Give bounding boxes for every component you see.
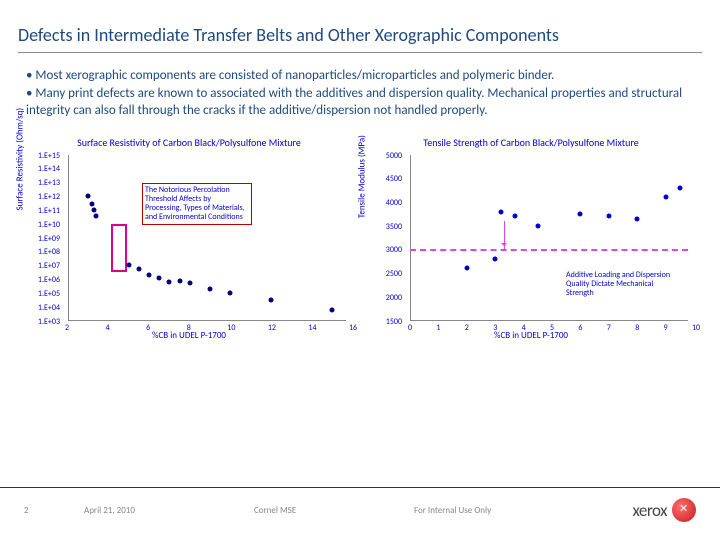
data-point (167, 279, 172, 284)
data-point (329, 307, 334, 312)
data-point (187, 281, 192, 286)
xtick: 2 (465, 323, 469, 333)
y-axis (68, 155, 69, 321)
ytick: 1.E+13 (38, 178, 60, 188)
xtick: 2 (65, 323, 69, 333)
xtick: 1 (436, 323, 440, 333)
chart-right-title: Tensile Strength of Carbon Black/Polysul… (364, 136, 698, 149)
chart-right-ylabel: Tensile Modulus (MPa) (357, 135, 368, 218)
xtick: 6 (578, 323, 582, 333)
data-point (137, 267, 142, 272)
data-point (635, 216, 640, 221)
ytick: 3000 (386, 245, 402, 255)
page-title: Defects in Intermediate Transfer Belts a… (18, 24, 702, 53)
footer: 2 April 21, 2010 Cornel MSE For Internal… (0, 487, 720, 522)
data-point (606, 214, 611, 219)
data-point (90, 202, 95, 207)
footer-location: Cornel MSE (254, 505, 414, 516)
data-point (208, 286, 213, 291)
data-point (464, 266, 469, 271)
chart-left: Surface Resistivity of Carbon Black/Poly… (22, 136, 356, 361)
data-point (94, 213, 99, 218)
ytick: 1.E+12 (38, 192, 60, 202)
ytick: 2000 (386, 293, 402, 303)
body-text: • Most xerographic components are consis… (18, 67, 702, 120)
data-point (535, 223, 540, 228)
data-point (157, 275, 162, 280)
ytick: 1.E+03 (38, 317, 60, 327)
xtick: 9 (664, 323, 668, 333)
threshold-line (410, 249, 688, 251)
logo: xerox (632, 498, 696, 522)
ytick: 2500 (386, 269, 402, 279)
x-axis (68, 320, 346, 321)
ytick: 3500 (386, 222, 402, 232)
ytick: 1.E+08 (38, 247, 60, 257)
ytick: 1.E+15 (38, 151, 60, 161)
ytick: 4500 (386, 174, 402, 184)
chart-right-xlabel: %CB in UDEL P-1700 (494, 330, 568, 341)
xtick: 14 (308, 323, 316, 333)
ytick: 1.E+11 (38, 206, 60, 216)
bullet-2: • Many print defects are known to associ… (26, 85, 694, 120)
data-point (268, 297, 273, 302)
logo-ball-icon (672, 498, 696, 522)
ytick: 1500 (386, 317, 402, 327)
data-point (177, 278, 182, 283)
xtick: 8 (187, 323, 191, 333)
bullet-1: • Most xerographic components are consis… (26, 67, 694, 85)
data-point (86, 194, 91, 199)
page-number: 2 (24, 505, 84, 516)
chart-left-plot: Surface Resistivity (Ohm/sq) %CB in UDEL… (22, 151, 356, 341)
xtick: 12 (268, 323, 276, 333)
footer-date: April 21, 2010 (84, 505, 254, 516)
data-point (126, 263, 131, 268)
xtick: 7 (607, 323, 611, 333)
ytick: 1.E+04 (38, 303, 60, 313)
data-point (663, 195, 668, 200)
data-point (493, 256, 498, 261)
ytick: 1.E+09 (38, 234, 60, 244)
x-axis (410, 320, 688, 321)
xtick: 10 (227, 323, 235, 333)
chart-right-annotation: Additive Loading and Dispersion Quality … (564, 269, 684, 301)
ytick: 1.E+14 (38, 164, 60, 174)
chart-right-plot: Tensile Modulus (MPa) %CB in UDEL P-1700… (364, 151, 698, 341)
chart-left-ylabel: Surface Resistivity (Ohm/sq) (15, 108, 26, 211)
xtick: 8 (635, 323, 639, 333)
data-point (677, 185, 682, 190)
footer-internal: For Internal Use Only (414, 505, 574, 516)
xtick: 4 (106, 323, 110, 333)
charts-row: Surface Resistivity of Carbon Black/Poly… (18, 136, 702, 361)
xtick: 6 (146, 323, 150, 333)
data-point (92, 207, 97, 212)
data-point (578, 211, 583, 216)
ytick: 1.E+10 (38, 220, 60, 230)
xtick: 16 (349, 323, 357, 333)
data-point (228, 290, 233, 295)
xtick: 0 (408, 323, 412, 333)
chart-left-annotation: The Notorious Percolation Threshold Affe… (142, 183, 252, 226)
data-point (498, 209, 503, 214)
xtick: 5 (550, 323, 554, 333)
xtick: 10 (692, 323, 700, 333)
ytick: 4000 (386, 198, 402, 208)
ytick: 5000 (386, 151, 402, 161)
chart-left-title: Surface Resistivity of Carbon Black/Poly… (22, 136, 356, 149)
ytick: 1.E+06 (38, 275, 60, 285)
data-point (513, 214, 518, 219)
chart-right: Tensile Strength of Carbon Black/Polysul… (364, 136, 698, 361)
data-point (147, 272, 152, 277)
ytick: 1.E+07 (38, 261, 60, 271)
percolation-box (111, 224, 127, 272)
arrow-icon (504, 221, 505, 249)
xtick: 3 (493, 323, 497, 333)
logo-text: xerox (632, 500, 667, 521)
ytick: 1.E+05 (38, 289, 60, 299)
xtick: 4 (522, 323, 526, 333)
y-axis (410, 155, 411, 321)
